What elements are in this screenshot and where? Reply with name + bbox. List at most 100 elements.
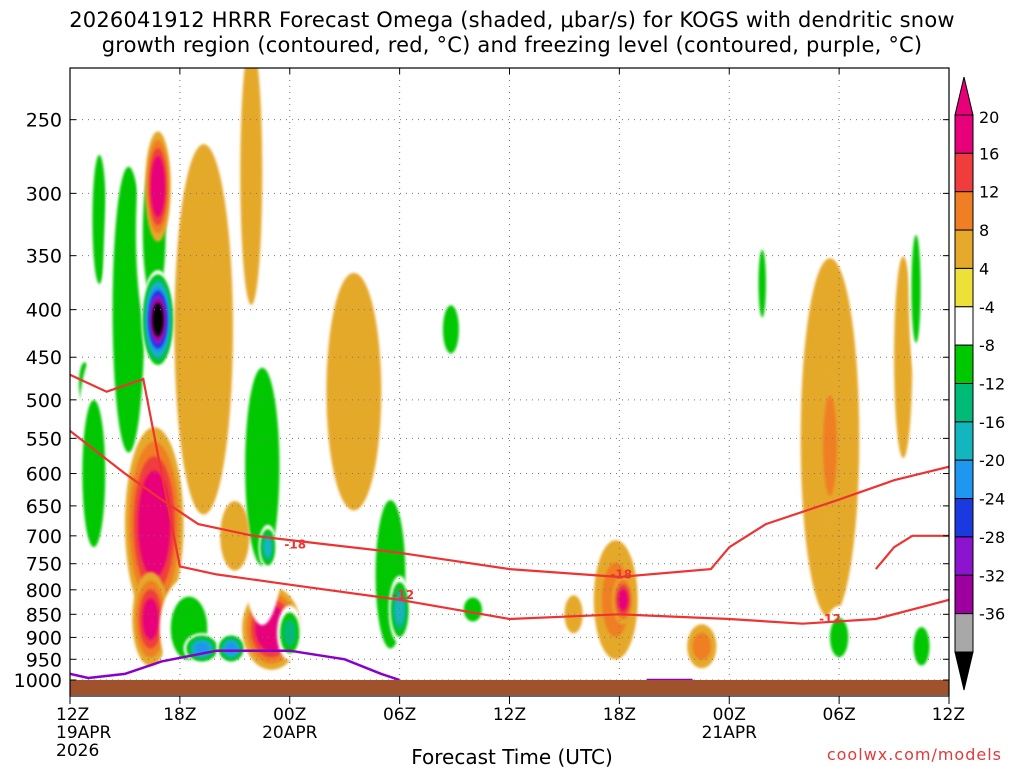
omega-cell-32-level-1 [913, 627, 930, 666]
title-line-2: growth region (contoured, red, °C) and f… [101, 33, 923, 57]
omega-cell-26-level-0 [564, 595, 583, 634]
credit-text: coolwx.com/models [826, 745, 1002, 764]
colorbar-bin-13 [954, 613, 974, 653]
y-tick-label-450: 450 [26, 347, 62, 369]
y-tick-label-650: 650 [26, 496, 62, 518]
contour-label-3: -12 [819, 612, 841, 626]
omega-cell-0-level-1 [92, 154, 107, 284]
omega-cell-29-level-1 [823, 395, 837, 496]
colorbar-label-5: -4 [979, 298, 995, 317]
colorbar-bin-6 [954, 344, 974, 384]
colorbar-label-2: 12 [979, 183, 999, 202]
y-tick-label-250: 250 [26, 110, 62, 132]
omega-cell-8-level-3 [142, 598, 159, 640]
colorbar-label-13: -36 [979, 605, 1005, 624]
colorbar-label-12: -32 [979, 566, 1005, 585]
x-tick-label-36: 00Z [713, 705, 746, 725]
omega-cell-27-level-1 [692, 632, 711, 661]
colorbar-label-1: 16 [979, 144, 999, 163]
colorbar-bin-0 [954, 114, 974, 154]
contour-label-0: -18 [284, 537, 306, 551]
colorbar-label-4: 4 [979, 259, 989, 278]
colorbar-bin-8 [954, 421, 974, 461]
dgz-contour-0 [70, 373, 949, 625]
omega-cell-14-level-3 [263, 537, 272, 558]
freezing-level-contour [70, 649, 400, 680]
y-tick-label-700: 700 [26, 526, 62, 548]
x-tick-label-30: 18Z [603, 705, 636, 725]
colorbar-label-7: -12 [979, 375, 1005, 394]
y-tick-label-550: 550 [26, 428, 62, 450]
x-tick-label-18: 06Z [383, 705, 416, 725]
colorbar-label-8: -16 [979, 413, 1005, 432]
x-tick-label-48: 12Z [932, 705, 965, 725]
colorbar: 20 16 12 8 4 -4 -8 -12 -16 -20 -24 -28 -32 -36 [954, 76, 1005, 691]
omega-cell-23-level-1 [463, 597, 483, 622]
colorbar-bin-11 [954, 536, 974, 576]
omega-cell-18-level-0 [240, 68, 263, 305]
y-tick-label-900: 900 [26, 627, 62, 649]
omega-cell-5-level-8 [152, 303, 164, 337]
x-tick-date-36: 21APR [702, 723, 758, 743]
colorbar-label-3: 8 [979, 221, 989, 240]
x-tick-year-0: 2026 [56, 741, 99, 761]
omega-cell-31-level-1 [829, 617, 849, 658]
colorbar-label-10: -24 [979, 490, 1005, 509]
omega-cell-6-level-4 [152, 164, 164, 209]
colorbar-bin-12 [954, 574, 974, 615]
omega-cell-7-level-4 [142, 485, 166, 563]
y-tick-label-350: 350 [26, 246, 62, 268]
y-tick-label-750: 750 [26, 554, 62, 576]
omega-cell-22-level-1 [442, 305, 459, 354]
x-tick-label-24: 12Z [493, 705, 526, 725]
colorbar-label-6: -8 [979, 336, 995, 355]
colorbar-bin-4 [954, 267, 974, 308]
colorbar-label-11: -28 [979, 528, 1005, 547]
omega-cell-17-level-0 [174, 144, 233, 515]
colorbar-bin-5 [954, 306, 974, 346]
omega-cell-33-level-1 [758, 249, 766, 318]
colorbar-label-0: 20 [979, 108, 999, 127]
colorbar-bin-2 [954, 191, 974, 231]
chart-title: 2026041912 HRRR Forecast Omega (shaded, … [0, 8, 1024, 58]
y-tick-label-800: 800 [26, 580, 62, 602]
omega-cell-25-level-3 [618, 588, 628, 611]
x-tick-date-0: 19APR [56, 723, 112, 743]
x-axis-label: Forecast Time (UTC) [411, 745, 613, 769]
contour-label-2: -18 [610, 567, 632, 581]
colorbar-bottom-cap [954, 651, 974, 691]
omega-shading [75, 68, 935, 680]
omega-cell-21-level-0 [326, 272, 382, 511]
y-tick-label-600: 600 [26, 464, 62, 486]
title-line-1: 2026041912 HRRR Forecast Omega (shaded, … [69, 8, 955, 32]
contours: -18 -12 -18 -12 [70, 373, 949, 680]
y-tick-label-850: 850 [26, 604, 62, 626]
y-tick-label-400: 400 [26, 300, 62, 322]
colorbar-bin-1 [954, 152, 974, 193]
colorbar-bin-10 [954, 498, 974, 538]
contour-label-1: -12 [392, 588, 414, 602]
x-tick-label-42: 06Z [822, 705, 855, 725]
y-axis: 2503003504004505005506006507007508008509… [14, 110, 949, 692]
colorbar-label-9: -20 [979, 451, 1005, 470]
x-tick-label-6: 18Z [163, 705, 196, 725]
omega-cell-2-level-1 [82, 399, 106, 548]
y-tick-label-300: 300 [26, 183, 62, 205]
terrain-band [70, 680, 949, 695]
y-tick-label-950: 950 [26, 649, 62, 671]
omega-cell-10-level-4 [194, 642, 210, 655]
y-tick-label-1000: 1000 [14, 670, 62, 692]
omega-cell-20-level-3 [394, 594, 405, 625]
colorbar-bin-7 [954, 383, 974, 423]
omega-cell-16-level-0 [220, 501, 250, 571]
dgz-contour-2 [874, 534, 949, 570]
omega-cell-11-level-4 [225, 642, 238, 655]
y-tick-label-500: 500 [26, 390, 62, 412]
omega-cell-30-level-0 [894, 256, 913, 459]
colorbar-bin-3 [954, 229, 974, 269]
x-tick-date-12: 20APR [262, 723, 318, 743]
omega-cell-13-level-1 [245, 367, 280, 566]
colorbar-top-cap [954, 76, 974, 116]
